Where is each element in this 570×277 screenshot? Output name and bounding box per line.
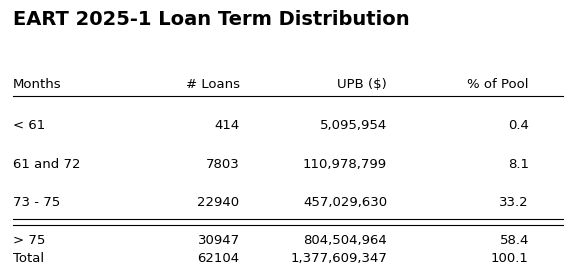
Text: 110,978,799: 110,978,799: [303, 158, 387, 171]
Text: % of Pool: % of Pool: [467, 78, 529, 91]
Text: Months: Months: [13, 78, 62, 91]
Text: Total: Total: [13, 252, 44, 265]
Text: 804,504,964: 804,504,964: [303, 234, 387, 247]
Text: 73 - 75: 73 - 75: [13, 196, 60, 209]
Text: 457,029,630: 457,029,630: [303, 196, 387, 209]
Text: 22940: 22940: [197, 196, 239, 209]
Text: 30947: 30947: [197, 234, 239, 247]
Text: 8.1: 8.1: [508, 158, 529, 171]
Text: 0.4: 0.4: [508, 119, 529, 132]
Text: > 75: > 75: [13, 234, 45, 247]
Text: 5,095,954: 5,095,954: [320, 119, 387, 132]
Text: UPB ($): UPB ($): [337, 78, 387, 91]
Text: 414: 414: [214, 119, 239, 132]
Text: 33.2: 33.2: [499, 196, 529, 209]
Text: 1,377,609,347: 1,377,609,347: [290, 252, 387, 265]
Text: 7803: 7803: [206, 158, 239, 171]
Text: < 61: < 61: [13, 119, 45, 132]
Text: 62104: 62104: [197, 252, 239, 265]
Text: 100.1: 100.1: [491, 252, 529, 265]
Text: # Loans: # Loans: [186, 78, 239, 91]
Text: EART 2025-1 Loan Term Distribution: EART 2025-1 Loan Term Distribution: [13, 10, 409, 29]
Text: 58.4: 58.4: [499, 234, 529, 247]
Text: 61 and 72: 61 and 72: [13, 158, 80, 171]
